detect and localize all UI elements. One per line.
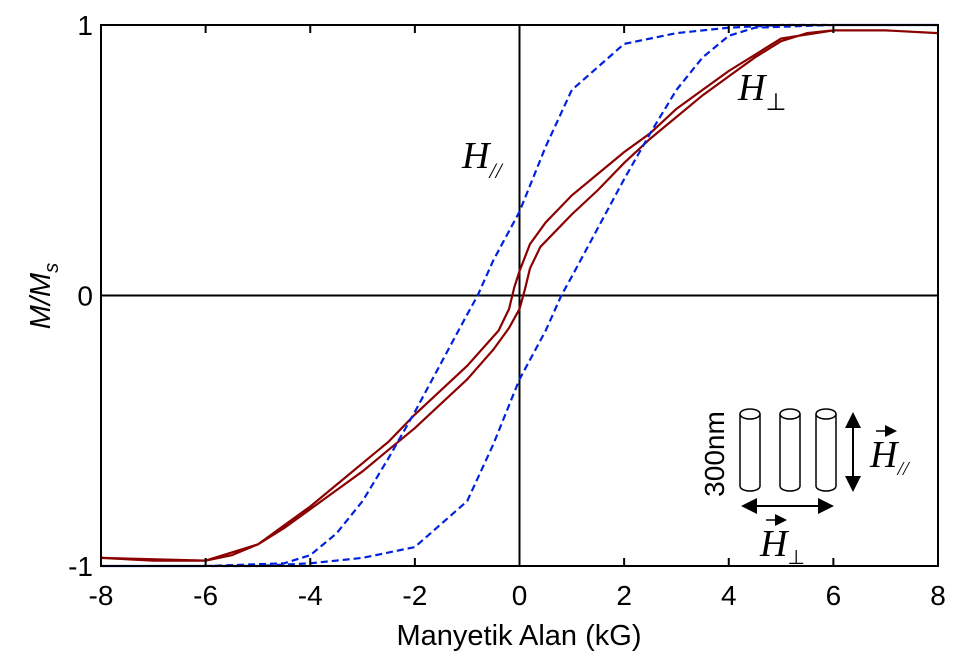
curve-label-sub: ⊥ [765, 90, 786, 116]
curve-label: H// [461, 135, 504, 183]
curve-label-sub: // [487, 158, 503, 183]
x-tick-label: -8 [89, 580, 114, 611]
plot-area [100, 23, 939, 568]
y-tick-label: -1 [68, 551, 93, 582]
inset-field-sub: // [896, 458, 911, 480]
x-tick-label: 4 [721, 580, 737, 611]
inset-field-main: H [759, 523, 790, 565]
x-tick-label: 8 [930, 580, 946, 611]
inset-field-label: H⊥ [759, 523, 805, 569]
x-tick-label: -4 [298, 580, 323, 611]
inset-field-label: H// [869, 434, 911, 480]
curve-label: H⊥ [737, 67, 786, 116]
y-tick-label: 0 [77, 281, 93, 312]
series-line [100, 29, 939, 562]
x-axis-label: Manyetik Alan (kG) [397, 620, 642, 652]
y-tick-label: 1 [77, 10, 93, 41]
x-tick-label: 2 [616, 580, 632, 611]
x-tick-label: 6 [826, 580, 842, 611]
x-tick-label: -2 [402, 580, 427, 611]
y-label-main: M/M [25, 272, 57, 329]
inset-field-main: H [869, 434, 900, 476]
x-tick-label: 0 [512, 580, 528, 611]
inset-label: 300nm [699, 411, 730, 497]
curve-label-main: H [737, 67, 768, 109]
y-label-sub: s [41, 263, 63, 273]
inset-field-sub: ⊥ [787, 547, 804, 569]
x-tick-label: -6 [193, 580, 218, 611]
y-axis-label: M/Ms [25, 263, 63, 329]
inset [739, 408, 897, 526]
curve-label-main: H [461, 135, 492, 177]
